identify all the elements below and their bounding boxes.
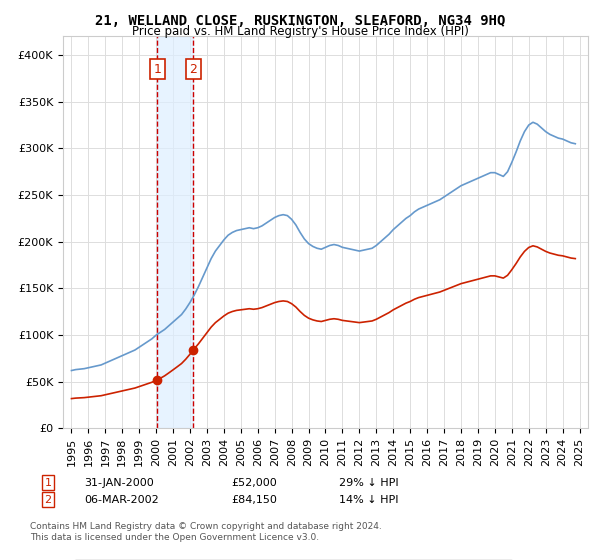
Text: 31-JAN-2000: 31-JAN-2000 — [84, 478, 154, 488]
Text: Contains HM Land Registry data © Crown copyright and database right 2024.
This d: Contains HM Land Registry data © Crown c… — [30, 522, 382, 542]
Text: 06-MAR-2002: 06-MAR-2002 — [84, 494, 159, 505]
Text: 2: 2 — [189, 63, 197, 76]
Text: 1: 1 — [154, 63, 161, 76]
Text: £84,150: £84,150 — [231, 494, 277, 505]
Text: 29% ↓ HPI: 29% ↓ HPI — [339, 478, 398, 488]
Bar — [157, 36, 193, 428]
Text: £52,000: £52,000 — [231, 478, 277, 488]
Text: 14% ↓ HPI: 14% ↓ HPI — [339, 494, 398, 505]
Text: Price paid vs. HM Land Registry's House Price Index (HPI): Price paid vs. HM Land Registry's House … — [131, 25, 469, 38]
Text: 21, WELLAND CLOSE, RUSKINGTON, SLEAFORD, NG34 9HQ: 21, WELLAND CLOSE, RUSKINGTON, SLEAFORD,… — [95, 14, 505, 28]
Text: 2: 2 — [44, 494, 52, 505]
Text: 1: 1 — [44, 478, 52, 488]
